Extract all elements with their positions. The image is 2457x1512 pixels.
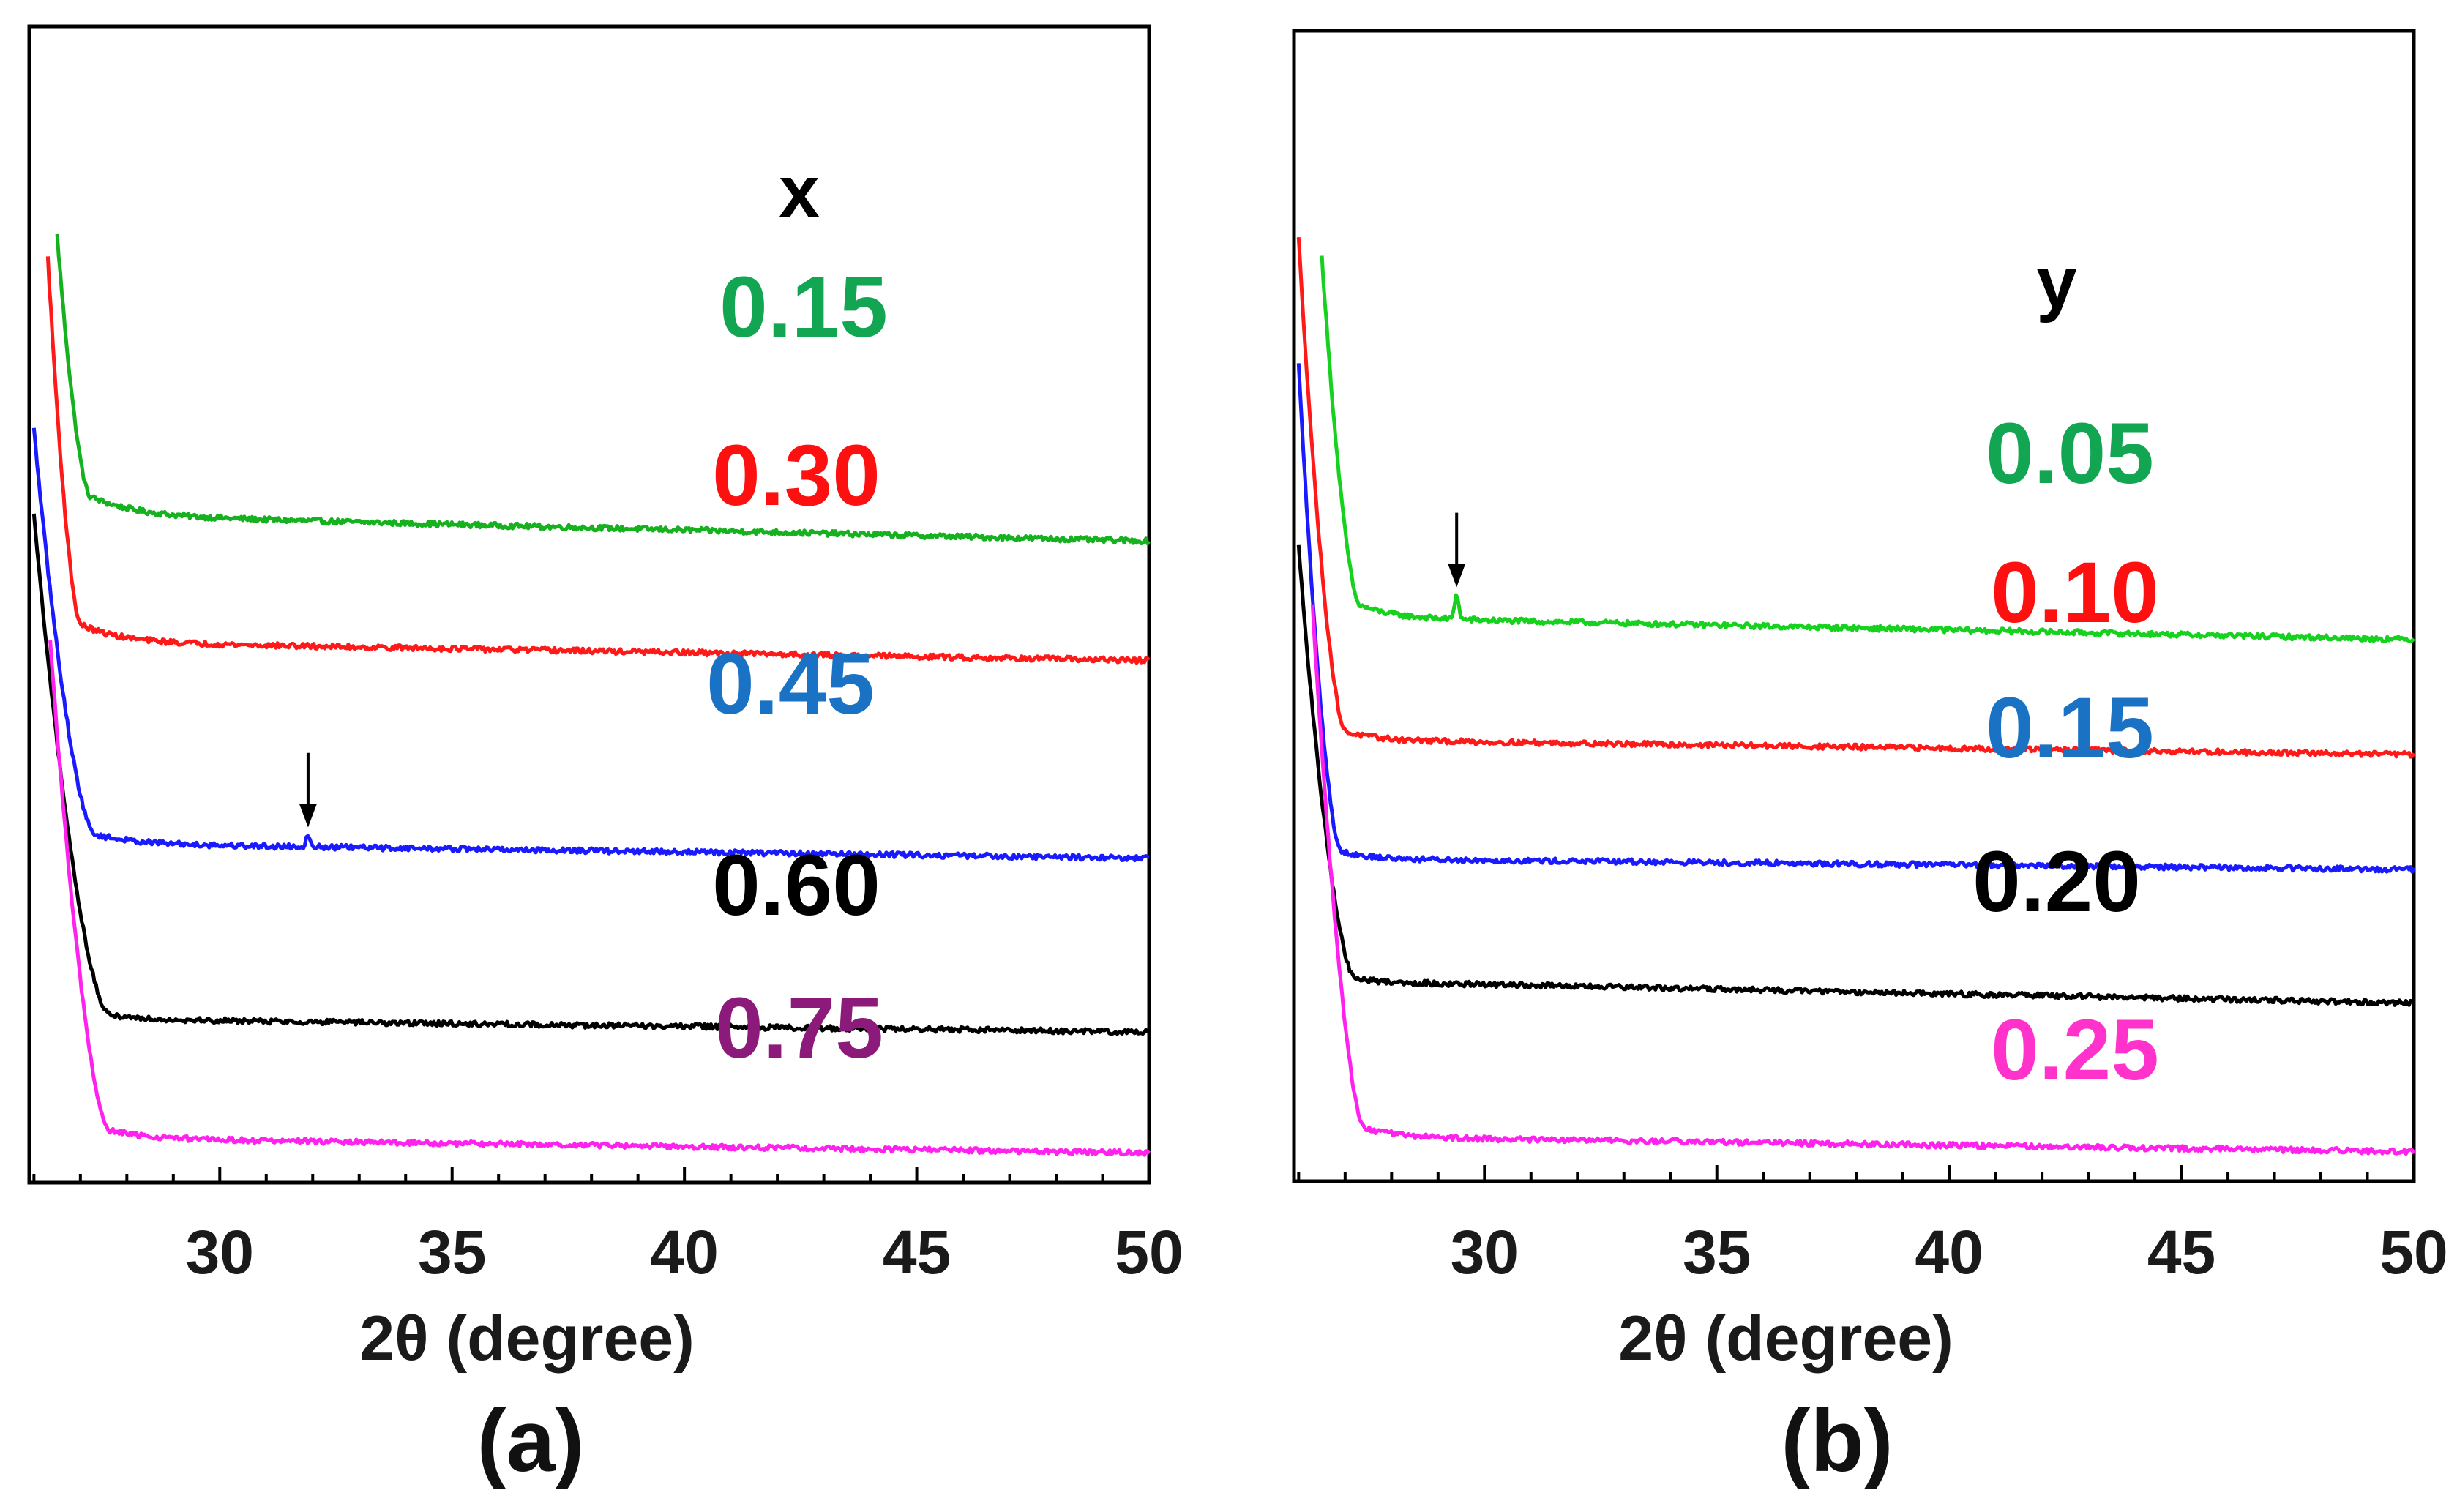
panel-a-tick-labels: 30 35 40 45 50 (186, 1218, 1183, 1287)
series-line-0_05 (1320, 255, 2415, 644)
panel-a-traces (31, 233, 1151, 1157)
x-tick-label: 30 (186, 1218, 254, 1287)
x-tick-label: 45 (883, 1218, 951, 1287)
panel-a: 30 35 40 45 50 x 0.15 0.30 0.45 0.60 0.75 2θ (de… (27, 24, 1183, 1490)
panel-b-label: (b) (1781, 1392, 1893, 1490)
series-label: 0.10 (1991, 544, 2159, 641)
series-label: 0.30 (712, 427, 880, 524)
panel-b-x-axis-title: 2θ (degree) (1618, 1303, 1953, 1374)
x-tick-label: 35 (1683, 1218, 1751, 1287)
series-line-0_25 (1310, 604, 2416, 1156)
panel-a-legend-title: x (779, 151, 820, 233)
x-tick-label: 50 (1115, 1218, 1183, 1287)
x-tick-label: 40 (650, 1218, 718, 1287)
panel-a-ticks (32, 1167, 1151, 1183)
peak-arrow (1448, 512, 1466, 588)
panel-a-x-axis-title: 2θ (degree) (359, 1303, 695, 1374)
series-label: 0.75 (715, 980, 883, 1077)
series-label: 0.60 (712, 837, 880, 934)
series-line-0_20 (1296, 544, 2415, 1007)
series-label: 0.20 (1972, 834, 2141, 930)
x-tick-label: 30 (1451, 1218, 1519, 1287)
peak-arrow (299, 752, 317, 828)
panel-a-label: (a) (477, 1392, 585, 1490)
series-line-0_60 (31, 513, 1151, 1036)
panel-b-tick-labels: 30 35 40 45 50 (1451, 1218, 2448, 1287)
panel-b-traces (1296, 236, 2416, 1156)
x-tick-label: 45 (2147, 1218, 2215, 1287)
panel-b-frame (1292, 29, 2416, 1183)
panel-b-ticks (1297, 1165, 2415, 1181)
series-label: 0.45 (706, 636, 875, 733)
series-label: 0.05 (1986, 405, 2154, 502)
panel-b-annotations (1448, 512, 1466, 588)
series-line-0_30 (45, 256, 1151, 665)
panel-a-frame (27, 24, 1151, 1185)
panel-a-series-labels: 0.15 0.30 0.45 0.60 0.75 (706, 259, 888, 1077)
series-line-0_10 (1296, 236, 2416, 759)
series-line-0_15 (1296, 363, 2416, 874)
panel-a-annotations (299, 752, 317, 828)
x-tick-label: 35 (418, 1218, 486, 1287)
series-line-0_75 (48, 640, 1151, 1157)
panel-b: 30 35 40 45 50 y 0.05 0.10 0.15 0.20 0.25 2θ (de… (1292, 29, 2448, 1490)
panel-b-series-labels: 0.05 0.10 0.15 0.20 0.25 (1972, 405, 2159, 1099)
x-tick-label: 50 (2379, 1218, 2447, 1287)
series-label: 0.15 (719, 259, 888, 356)
panel-b-legend-title: y (2036, 242, 2077, 323)
x-tick-label: 40 (1915, 1218, 1983, 1287)
series-label: 0.25 (1991, 1002, 2159, 1099)
series-line-0_15 (55, 233, 1151, 546)
series-label: 0.15 (1986, 680, 2154, 776)
series-line-0_45 (31, 427, 1150, 863)
